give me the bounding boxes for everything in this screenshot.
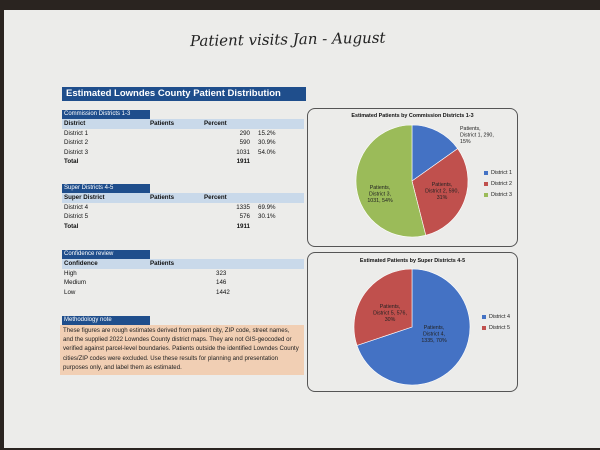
data-label-1: Patients, District 1, 290, 15%	[460, 126, 494, 145]
confidence-table: Confidence Patients High 323 Medium 146 …	[62, 259, 304, 297]
legend-label: District 5	[489, 324, 510, 331]
legend-item: District 1	[484, 167, 512, 178]
column-header: Percent	[202, 119, 252, 129]
super-table: Super District Patients Percent District…	[62, 193, 304, 231]
legend-swatch	[482, 325, 486, 330]
table-row: Medium 146	[62, 278, 304, 288]
chart-title: Estimated Patients by Super Districts 4-…	[359, 258, 466, 264]
patients-value: 323	[216, 269, 227, 277]
column-header: District	[62, 119, 148, 129]
total-value: 1911	[236, 158, 250, 166]
data-label-2: Patients, District 2, 590, 31%	[425, 182, 459, 201]
chart-legend: District 1 District 2 District 3	[484, 167, 512, 200]
percent-value: 15.2%	[258, 129, 276, 137]
legend-swatch	[484, 181, 488, 186]
patients-value: 590	[239, 139, 250, 147]
legend-label: District 3	[491, 191, 512, 198]
district-name: District 2	[64, 139, 89, 147]
data-label-2: Patients, District 5, 576, 30%	[373, 304, 407, 323]
patients-value: 576	[239, 213, 250, 221]
pie-slice-2	[353, 268, 413, 346]
pie-slice-1	[411, 124, 459, 182]
district-name: District 4	[64, 203, 89, 211]
chart-legend: District 4 District 5	[482, 311, 510, 333]
super-pie-chart: Estimated Patients by Super Districts 4-…	[307, 252, 518, 392]
chart-title: Estimated Patients by Commission Distric…	[351, 113, 474, 119]
district-name: District 3	[64, 148, 89, 156]
column-header: Patients	[148, 259, 202, 269]
table-header-row: Confidence Patients	[62, 259, 304, 269]
table-row: High 323	[62, 269, 304, 279]
table-row: District 3 1031 54.0%	[62, 148, 304, 158]
column-header: Percent	[202, 193, 252, 203]
commission-section-title: Commission Districts 1-3	[62, 110, 150, 119]
total-label: Total	[64, 222, 79, 230]
methodology-text: These figures are rough estimates derive…	[60, 325, 304, 375]
table-row: District 1 290 15.2%	[62, 129, 304, 139]
data-label-3: Patients, District 3, 1031, 54%	[367, 185, 393, 204]
methodology-title: Methodology note	[62, 316, 150, 325]
confidence-level: High	[64, 269, 77, 277]
column-header: Confidence	[62, 259, 148, 269]
total-value: 1911	[236, 222, 250, 230]
legend-label: District 2	[491, 180, 512, 187]
super-pie-svg: Patients, District 4, 1335, 70% Patients, Di…	[353, 268, 471, 386]
commission-table: District Patients Percent District 1 290…	[62, 119, 304, 167]
confidence-level: Low	[64, 288, 76, 296]
district-name: District 5	[64, 213, 89, 221]
page-title: Estimated Lowndes County Patient Distrib…	[62, 87, 306, 101]
pie-slice-1	[356, 268, 471, 386]
legend-label: District 1	[491, 169, 512, 176]
table-header-row: Super District Patients Percent	[62, 193, 304, 203]
column-header: Super District	[62, 193, 148, 203]
commission-pie-chart: Estimated Patients by Commission Distric…	[307, 108, 518, 247]
super-section-title: Super Districts 4-5	[62, 184, 150, 193]
total-label: Total	[64, 158, 79, 166]
legend-item: District 2	[484, 178, 512, 189]
pie-slice-2	[411, 148, 469, 236]
table-row: District 2 590 30.9%	[62, 138, 304, 148]
percent-value: 69.9%	[258, 203, 276, 211]
patients-value: 1442	[216, 288, 230, 296]
patients-value: 1031	[236, 148, 250, 156]
table-header-row: District Patients Percent	[62, 119, 304, 129]
table-row: Low 1442	[62, 288, 304, 298]
patients-value: 1335	[236, 203, 250, 211]
table-total-row: Total 1911	[62, 222, 304, 232]
legend-item: District 5	[482, 322, 510, 333]
legend-swatch	[482, 314, 486, 319]
pie-slice-3	[355, 124, 427, 238]
district-name: District 1	[64, 129, 89, 137]
legend-item: District 4	[482, 311, 510, 322]
column-header: Patients	[148, 193, 202, 203]
percent-value: 30.1%	[258, 213, 276, 221]
legend-item: District 3	[484, 189, 512, 200]
table-row: District 4 1335 69.9%	[62, 203, 304, 213]
column-header: Patients	[148, 119, 202, 129]
table-total-row: Total 1911	[62, 157, 304, 167]
data-label-1: Patients, District 4, 1335, 70%	[421, 325, 447, 344]
patients-value: 290	[239, 129, 250, 137]
table-row: District 5 576 30.1%	[62, 212, 304, 222]
patients-value: 146	[216, 279, 227, 287]
legend-label: District 4	[489, 313, 510, 320]
legend-swatch	[484, 170, 488, 175]
commission-pie-svg: Patients, District 1, 290, 15% Patients, Dis…	[355, 124, 494, 238]
legend-swatch	[484, 192, 488, 197]
percent-value: 54.0%	[258, 148, 276, 156]
confidence-level: Medium	[64, 279, 87, 287]
confidence-section-title: Confidence review	[62, 250, 150, 259]
percent-value: 30.9%	[258, 139, 276, 147]
